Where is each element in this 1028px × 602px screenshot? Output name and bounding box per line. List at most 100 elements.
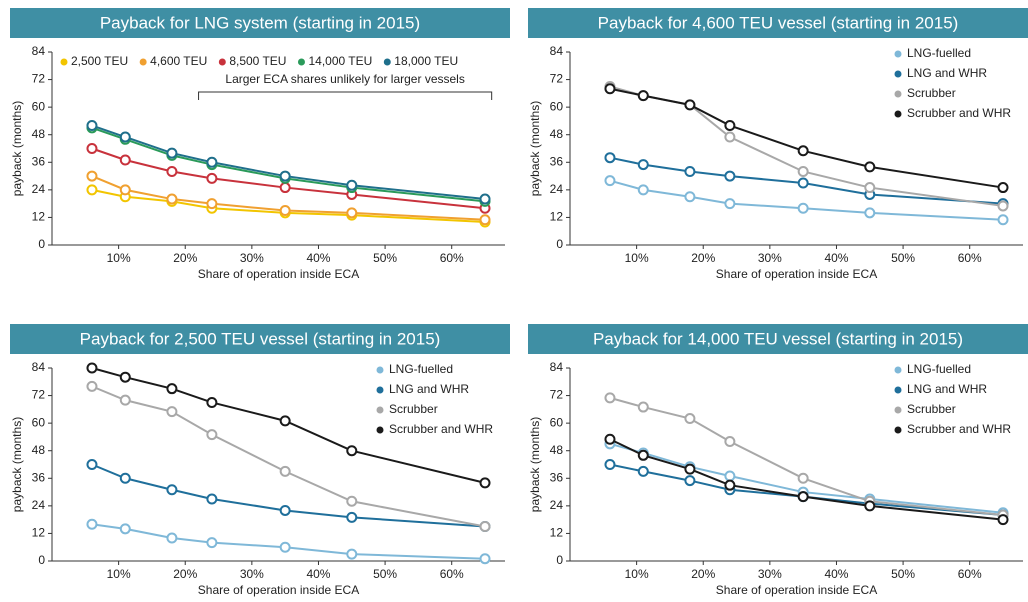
legend-swatch [139, 58, 147, 66]
chart-panel: Payback for LNG system (starting in 2015… [10, 8, 510, 281]
data-point [724, 479, 736, 491]
y-tick-label: 84 [32, 44, 46, 58]
data-point [206, 198, 218, 210]
data-point [279, 170, 291, 182]
data-point [684, 475, 696, 487]
y-tick-label: 12 [550, 526, 564, 540]
data-point [279, 504, 291, 516]
y-tick-label: 0 [38, 553, 45, 567]
legend-swatch [60, 58, 68, 66]
data-point [637, 401, 649, 413]
data-point [206, 429, 218, 441]
data-point [997, 182, 1009, 194]
data-point [479, 553, 491, 565]
data-point [637, 159, 649, 171]
data-point [479, 521, 491, 533]
x-axis-label: Share of operation inside ECA [198, 267, 359, 281]
y-tick-label: 60 [32, 415, 46, 429]
x-tick-label: 10% [625, 567, 649, 581]
y-axis-label: payback (months) [528, 101, 542, 196]
data-point [797, 491, 809, 503]
x-tick-label: 20% [173, 251, 197, 265]
data-point [637, 184, 649, 196]
x-tick-label: 50% [891, 567, 915, 581]
y-tick-label: 48 [32, 127, 46, 141]
data-point [346, 495, 358, 507]
data-point [86, 184, 98, 196]
y-tick-label: 72 [550, 388, 564, 402]
y-tick-label: 48 [550, 127, 564, 141]
legend-swatch [376, 386, 384, 394]
data-point [604, 83, 616, 95]
data-point [346, 548, 358, 560]
data-point [724, 198, 736, 210]
y-tick-label: 48 [32, 443, 46, 457]
x-tick-label: 20% [691, 567, 715, 581]
data-point [637, 449, 649, 461]
data-point [604, 433, 616, 445]
legend-label: LNG-fuelled [907, 46, 971, 60]
data-point [86, 170, 98, 182]
x-axis-label: Share of operation inside ECA [716, 267, 877, 281]
x-tick-label: 30% [758, 567, 782, 581]
title-bar [528, 8, 1028, 38]
y-tick-label: 24 [550, 498, 564, 512]
y-tick-label: 12 [32, 210, 46, 224]
data-point [206, 493, 218, 505]
y-tick-label: 84 [32, 360, 46, 374]
data-point [279, 465, 291, 477]
y-axis-label: payback (months) [10, 417, 24, 512]
data-point [166, 484, 178, 496]
title-bar [528, 324, 1028, 354]
x-tick-label: 40% [306, 251, 330, 265]
data-point [724, 470, 736, 482]
y-axis-label: payback (months) [528, 417, 542, 512]
x-tick-label: 30% [240, 567, 264, 581]
data-point [684, 463, 696, 475]
data-point [166, 147, 178, 159]
chart-title: Payback for 14,000 TEU vessel (starting … [593, 329, 963, 348]
y-axis-label: payback (months) [10, 101, 24, 196]
y-tick-label: 60 [550, 415, 564, 429]
y-tick-label: 24 [32, 498, 46, 512]
data-point [119, 394, 131, 406]
legend-label: Scrubber and WHR [907, 106, 1011, 120]
title-bar [10, 324, 510, 354]
data-point [864, 161, 876, 173]
data-point [166, 406, 178, 418]
data-point [119, 371, 131, 383]
data-point [604, 152, 616, 164]
data-point [479, 477, 491, 489]
data-point [206, 172, 218, 184]
legend-label: LNG and WHR [389, 382, 469, 396]
y-tick-label: 36 [550, 470, 564, 484]
data-point [604, 392, 616, 404]
data-point [119, 184, 131, 196]
data-point [86, 518, 98, 530]
legend-label: 14,000 TEU [308, 54, 372, 68]
data-point [797, 145, 809, 157]
data-point [206, 156, 218, 168]
legend-swatch [218, 58, 226, 66]
x-tick-label: 50% [373, 251, 397, 265]
data-point [206, 537, 218, 549]
data-point [797, 202, 809, 214]
y-tick-label: 24 [550, 182, 564, 196]
legend-swatch [383, 58, 391, 66]
data-point [797, 472, 809, 484]
y-tick-label: 24 [32, 182, 46, 196]
data-point [346, 207, 358, 219]
legend-swatch [894, 90, 902, 98]
data-point [279, 205, 291, 217]
data-point [797, 177, 809, 189]
data-point [119, 472, 131, 484]
data-point [346, 179, 358, 191]
x-tick-label: 60% [440, 567, 464, 581]
y-tick-label: 12 [32, 526, 46, 540]
y-tick-label: 0 [38, 237, 45, 251]
series-line [91, 523, 486, 560]
legend-label: LNG and WHR [907, 382, 987, 396]
data-point [166, 532, 178, 544]
legend-swatch [376, 406, 384, 414]
data-point [864, 500, 876, 512]
